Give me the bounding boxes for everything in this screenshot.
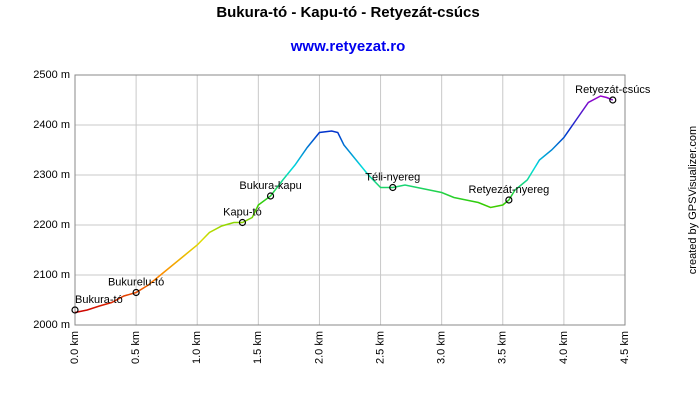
x-tick-label: 2.5 km xyxy=(374,331,386,364)
waypoint xyxy=(266,192,275,200)
plot-border xyxy=(74,74,626,326)
x-tick-label: 4.0 km xyxy=(558,331,570,364)
x-tick-label: 2.0 km xyxy=(313,331,325,364)
y-tick-label: 2400 m xyxy=(33,119,70,131)
waypoint-label: Bukurelu-tó xyxy=(108,276,164,288)
waypoint-label: Téli-nyereg xyxy=(365,171,420,183)
x-tick-label: 0.5 km xyxy=(130,331,142,364)
waypoint xyxy=(389,183,397,192)
x-tick-label: 3.0 km xyxy=(436,331,448,364)
y-tick-label: 2500 m xyxy=(33,69,70,81)
x-tick-label: 1.0 km xyxy=(191,331,203,364)
waypoint-label: Bukura-tó xyxy=(75,294,123,306)
elevation-line xyxy=(74,95,614,314)
chart-subtitle: www.retyezat.ro xyxy=(290,38,405,55)
y-tick-label: 2100 m xyxy=(33,269,70,281)
x-tick-label: 3.5 km xyxy=(497,331,509,364)
waypoint xyxy=(238,218,247,227)
waypoint xyxy=(132,288,140,297)
x-tick-label: 0.0 km xyxy=(69,331,81,364)
waypoint xyxy=(71,306,79,314)
waypoint-label: Kapu-tó xyxy=(223,206,262,218)
waypoint-label: Retyezát-csúcs xyxy=(575,84,651,96)
chart-title: Bukura-tó - Kapu-tó - Retyezát-csúcs xyxy=(216,4,479,21)
waypoint-label: Retyezát-nyereg xyxy=(469,184,550,196)
waypoint xyxy=(505,196,513,204)
y-tick-label: 2000 m xyxy=(33,319,70,331)
waypoint-label: Bukura-kapu xyxy=(239,180,301,192)
y-tick-label: 2200 m xyxy=(33,219,70,231)
y-tick-label: 2300 m xyxy=(33,169,70,181)
x-tick-label: 1.5 km xyxy=(252,331,264,364)
x-tick-label: 4.5 km xyxy=(619,331,631,364)
waypoint xyxy=(609,96,617,104)
credit: created by GPSVisualizer.com xyxy=(687,126,699,274)
